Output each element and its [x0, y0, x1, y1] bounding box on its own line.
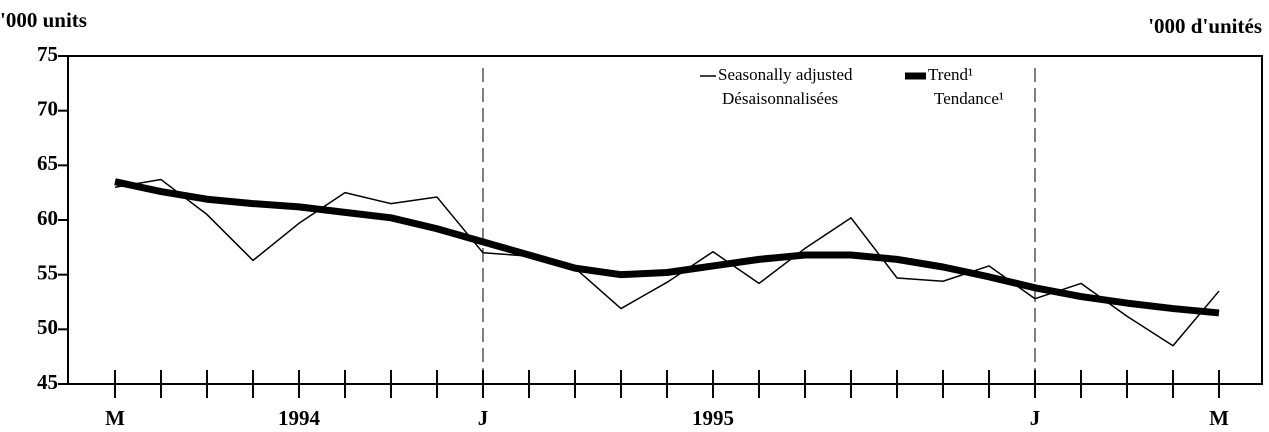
y-tick-label: 65 — [37, 151, 58, 175]
x-tick-label: M — [105, 406, 125, 430]
legend-label: Trend¹ — [928, 65, 973, 84]
y-tick-label: 75 — [37, 42, 58, 66]
x-tick-label: J — [1030, 406, 1041, 430]
x-tick-label: 1994 — [278, 406, 321, 430]
y-tick-label: 55 — [37, 260, 58, 284]
y-tick-label: 50 — [37, 315, 58, 339]
x-tick-label: J — [478, 406, 489, 430]
plot-frame — [67, 55, 1263, 385]
x-tick-label: 1995 — [692, 406, 734, 430]
y-tick-label: 45 — [37, 370, 58, 394]
x-tick-label: M — [1209, 406, 1229, 430]
series-line — [114, 178, 1220, 317]
legend-label: Désaisonnalisées — [722, 89, 838, 108]
legend-label: Tendance¹ — [934, 89, 1004, 108]
series-line — [114, 178, 1220, 347]
y-axis-label-left: '000 units — [0, 8, 87, 32]
y-tick-label: 60 — [37, 206, 58, 230]
y-axis-label-right: '000 d'unités — [1148, 14, 1262, 38]
legend-label: Seasonally adjusted — [718, 65, 853, 84]
y-tick-label: 70 — [37, 96, 58, 120]
